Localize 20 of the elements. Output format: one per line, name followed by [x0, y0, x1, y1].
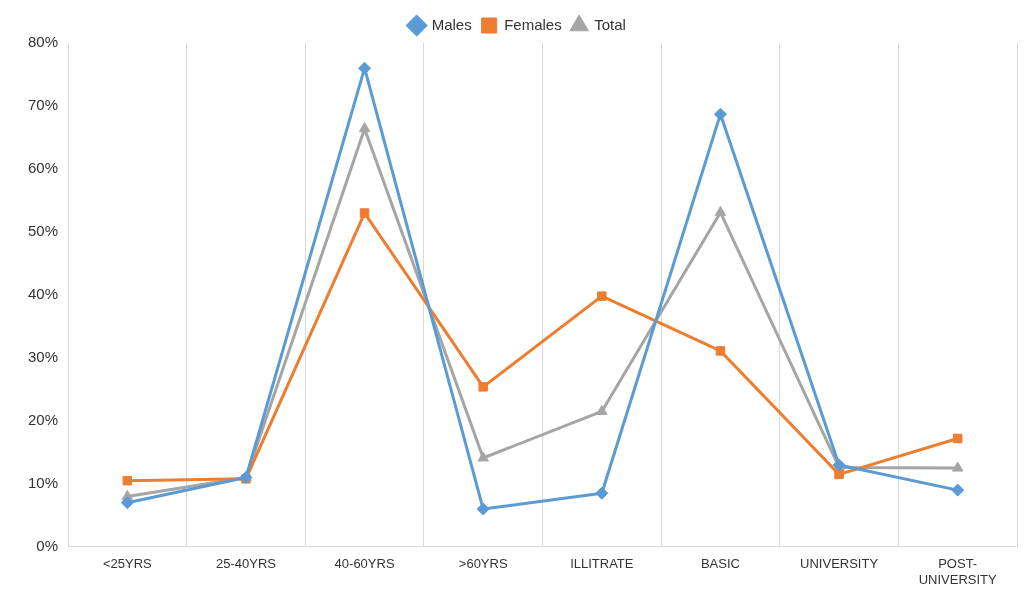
x-tick-label: 25-40YRS [215, 556, 277, 572]
y-tick-label: 60% [27, 159, 59, 177]
y-tick-label: 40% [27, 285, 59, 303]
y-tick-label: 50% [27, 222, 59, 240]
legend-label: Males [431, 15, 472, 33]
legend-label: Females [504, 15, 562, 33]
legend-label: Total [594, 15, 626, 33]
x-tick-label: ILLITRATE [570, 556, 634, 572]
y-tick-label: 10% [27, 473, 59, 491]
y-tick-label: 20% [27, 410, 59, 428]
y-tick-label: 30% [27, 348, 59, 366]
x-tick-label: UNIVERSITY [800, 556, 879, 572]
y-tick-label: 70% [27, 96, 59, 114]
x-tick-label: >60YRS [458, 556, 508, 572]
x-tick-label: BASIC [700, 556, 740, 572]
x-tick-label: POST-UNIVERSITY [918, 556, 998, 587]
y-tick-label: 80% [27, 33, 59, 51]
x-tick-label: 40-60YRS [334, 556, 395, 572]
x-tick-label: <25YRS [102, 556, 153, 572]
y-tick-label: 0% [36, 536, 59, 554]
